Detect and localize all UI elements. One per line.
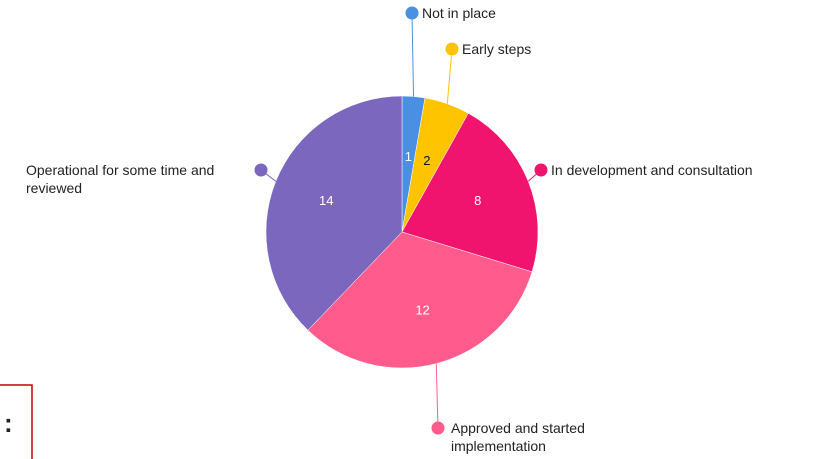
legend-dot bbox=[431, 421, 445, 435]
category-label: Not in place bbox=[422, 5, 496, 21]
value-label: 8 bbox=[474, 193, 481, 208]
legend-dot bbox=[405, 6, 419, 20]
value-label: 2 bbox=[423, 153, 430, 168]
category-label: In development and consultation bbox=[551, 162, 753, 178]
leader-line bbox=[411, 12, 415, 97]
leader-line bbox=[435, 363, 439, 429]
legend-dot bbox=[445, 42, 459, 56]
value-label: 14 bbox=[319, 193, 333, 208]
category-label: Early steps bbox=[462, 41, 532, 57]
legend-dot bbox=[534, 163, 548, 177]
value-label: 12 bbox=[415, 302, 429, 317]
fragment-text: : bbox=[4, 408, 13, 438]
leader-line bbox=[446, 48, 453, 104]
category-label: Approved and started implementation bbox=[451, 420, 585, 454]
pie-slice bbox=[307, 231, 533, 369]
legend-dot bbox=[254, 163, 268, 177]
value-label: 1 bbox=[405, 149, 412, 164]
category-label: Operational for some time and reviewed bbox=[26, 162, 215, 196]
cropped-box bbox=[0, 384, 33, 459]
